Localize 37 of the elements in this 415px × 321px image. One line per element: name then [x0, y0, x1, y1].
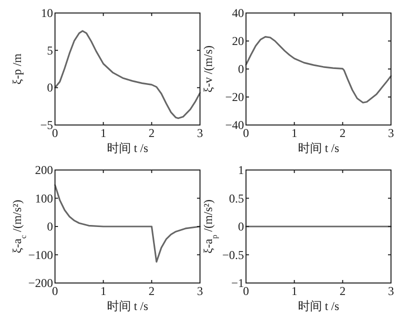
y-axis-title: ξ-v /(m/s) — [201, 45, 215, 93]
x-tick-label: 3 — [388, 284, 394, 298]
x-tick-label: 2 — [148, 284, 155, 298]
y-tick-label: −100 — [28, 248, 53, 262]
y-tick-label: −1 — [231, 276, 244, 290]
x-axis-title: 时间 t /s — [106, 299, 148, 313]
y-tick-label: 40 — [232, 6, 244, 20]
x-tick-label: 3 — [197, 126, 203, 140]
y-tick-label: 5 — [47, 43, 53, 58]
y-tick-label: 100 — [35, 191, 53, 206]
y-tick-label: 0 — [47, 80, 53, 95]
x-axis-title: 时间 t /s — [106, 141, 148, 155]
x-axis-title: 时间 t /s — [298, 299, 340, 313]
y-tick-label: 0 — [238, 220, 244, 234]
y-tick-label: 20 — [232, 34, 244, 48]
x-tick-label: 1 — [291, 126, 298, 140]
x-axis-title: 时间 t /s — [298, 141, 340, 155]
y-tick-label: 0 — [47, 220, 53, 234]
y-tick-label: −0.5 — [222, 248, 244, 262]
x-tick-label: 2 — [340, 284, 346, 298]
x-tick-label: 3 — [197, 284, 203, 298]
y-tick-label: 200 — [35, 163, 53, 177]
x-tick-label: 1 — [100, 284, 106, 298]
y-axis-title: ξ-p /m — [10, 52, 24, 85]
y-tick-label: 1 — [238, 163, 244, 177]
x-tick-label: 2 — [148, 126, 155, 140]
y-tick-label: −20 — [225, 90, 244, 104]
y-tick-label: 10 — [41, 6, 53, 20]
y-tick-label: −200 — [28, 276, 53, 290]
y-tick-label: 0 — [238, 62, 244, 76]
y-tick-label: −5 — [40, 118, 53, 132]
x-tick-label: 1 — [100, 126, 106, 140]
x-tick-label: 3 — [388, 126, 394, 140]
y-tick-label: −40 — [225, 118, 244, 132]
x-tick-label: 2 — [340, 126, 346, 140]
x-tick-label: 1 — [291, 284, 298, 298]
y-tick-label: 0.5 — [229, 191, 244, 206]
